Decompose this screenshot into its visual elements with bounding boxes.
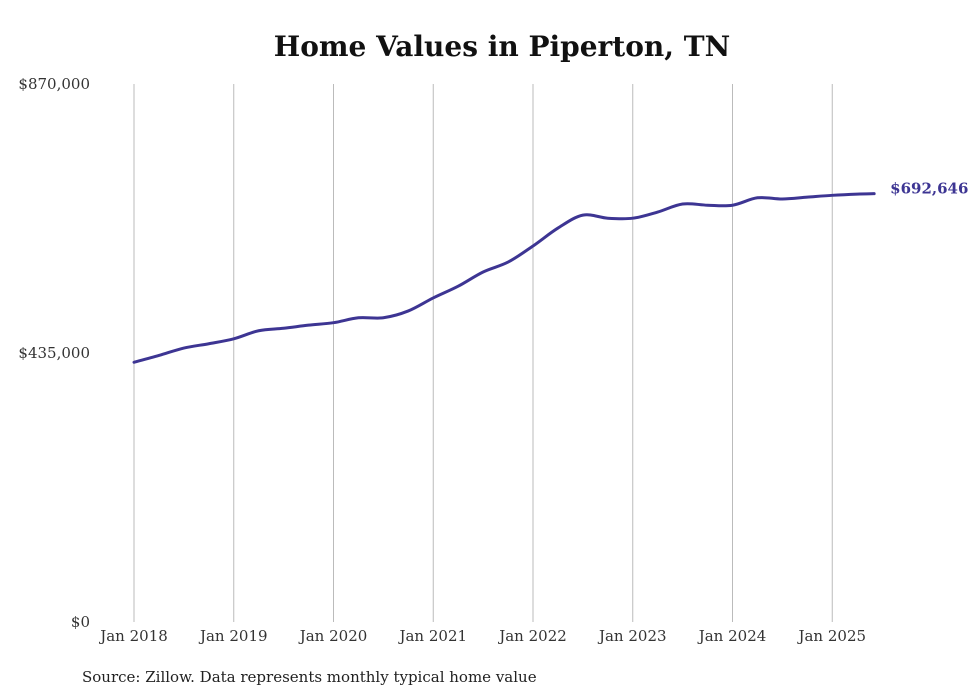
x-tick-label: Jan 2020 bbox=[298, 627, 368, 645]
x-tick-label: Jan 2018 bbox=[98, 627, 168, 645]
chart-title: Home Values in Piperton, TN bbox=[273, 30, 731, 63]
x-tick-label: Jan 2022 bbox=[497, 627, 567, 645]
x-tick-label: Jan 2019 bbox=[198, 627, 268, 645]
y-tick-label: $870,000 bbox=[18, 75, 90, 93]
x-tick-label: Jan 2023 bbox=[597, 627, 667, 645]
source-note: Source: Zillow. Data represents monthly … bbox=[82, 668, 537, 686]
end-value-label: $692,646 bbox=[890, 180, 968, 198]
x-tick-label: Jan 2024 bbox=[697, 627, 767, 645]
y-tick-label: $435,000 bbox=[18, 344, 90, 362]
series-line bbox=[132, 192, 876, 364]
y-tick-label: $0 bbox=[71, 613, 90, 631]
x-tick-label: Jan 2025 bbox=[796, 627, 866, 645]
x-tick-label: Jan 2021 bbox=[397, 627, 467, 645]
